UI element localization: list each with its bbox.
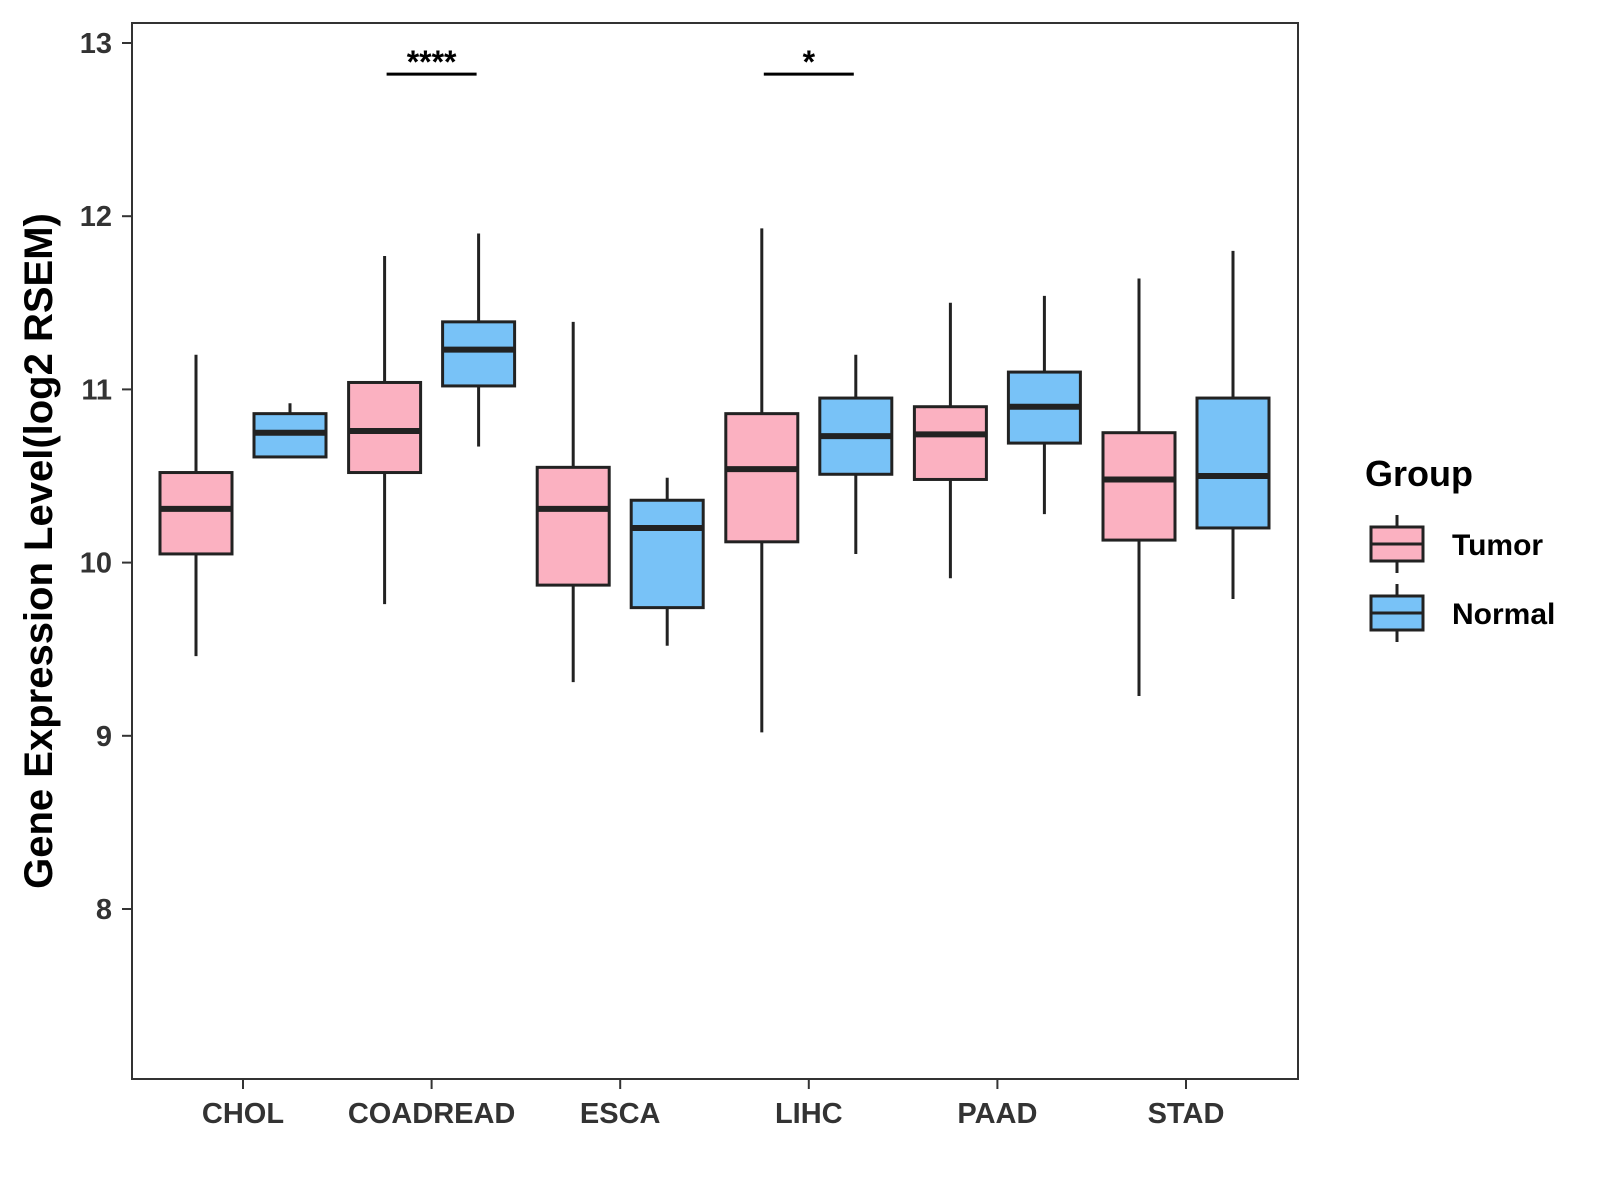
box-esca-normal	[629, 477, 705, 646]
y-tick-label: 13	[80, 28, 112, 60]
box-body	[347, 380, 423, 475]
significance-label: ****	[407, 44, 457, 80]
box-chol-tumor	[158, 354, 234, 657]
legend-label: Tumor	[1452, 529, 1543, 562]
box-paad-normal	[1006, 295, 1082, 515]
significance-label: *	[803, 44, 816, 80]
box-body	[724, 412, 800, 544]
y-tick-label: 12	[80, 201, 112, 233]
y-axis-label: Gene Expression Level(log2 RSEM)	[17, 213, 61, 889]
box-paad-tumor	[912, 302, 988, 579]
legend: Group Tumor Normal	[1365, 453, 1555, 642]
box-stad-normal	[1195, 250, 1271, 599]
significance-lihc: *	[763, 44, 854, 80]
box-esca-tumor	[535, 321, 611, 683]
box-body	[1195, 396, 1271, 530]
plot-area: **** *	[158, 44, 1271, 733]
box-lihc-normal	[818, 354, 894, 554]
box-coadread-tumor	[347, 256, 423, 605]
plot-border	[131, 22, 1299, 1080]
x-tick-label: COADREAD	[348, 1098, 516, 1130]
legend-title: Group	[1365, 453, 1473, 494]
box-coadread-normal	[441, 233, 517, 447]
box-chol-normal	[252, 403, 328, 459]
axes: 8 9 10 11 12 13 CHOL COADREAD ESCA LIHC PAAD STAD	[80, 28, 1225, 1130]
y-tick-label: 10	[80, 548, 112, 580]
box-body	[912, 405, 988, 481]
box-body	[441, 320, 517, 388]
legend-label: Normal	[1452, 598, 1555, 631]
x-tick-label: CHOL	[202, 1098, 284, 1130]
x-tick-label: STAD	[1148, 1098, 1225, 1130]
y-tick-label: 9	[96, 721, 112, 753]
box-body	[158, 471, 234, 556]
legend-item-tumor: Tumor	[1369, 515, 1543, 573]
box-body	[535, 465, 611, 587]
x-tick-label: ESCA	[580, 1098, 661, 1130]
y-tick-label: 11	[81, 374, 112, 406]
box-body	[1101, 431, 1177, 542]
box-lihc-tumor	[724, 228, 800, 733]
y-tick-label: 8	[96, 894, 112, 926]
box-stad-tumor	[1101, 278, 1177, 696]
significance-coadread: ****	[386, 44, 477, 80]
box-body	[629, 498, 705, 610]
x-tick-label: LIHC	[775, 1098, 843, 1130]
legend-item-normal: Normal	[1369, 584, 1555, 642]
x-tick-label: PAAD	[957, 1098, 1037, 1130]
